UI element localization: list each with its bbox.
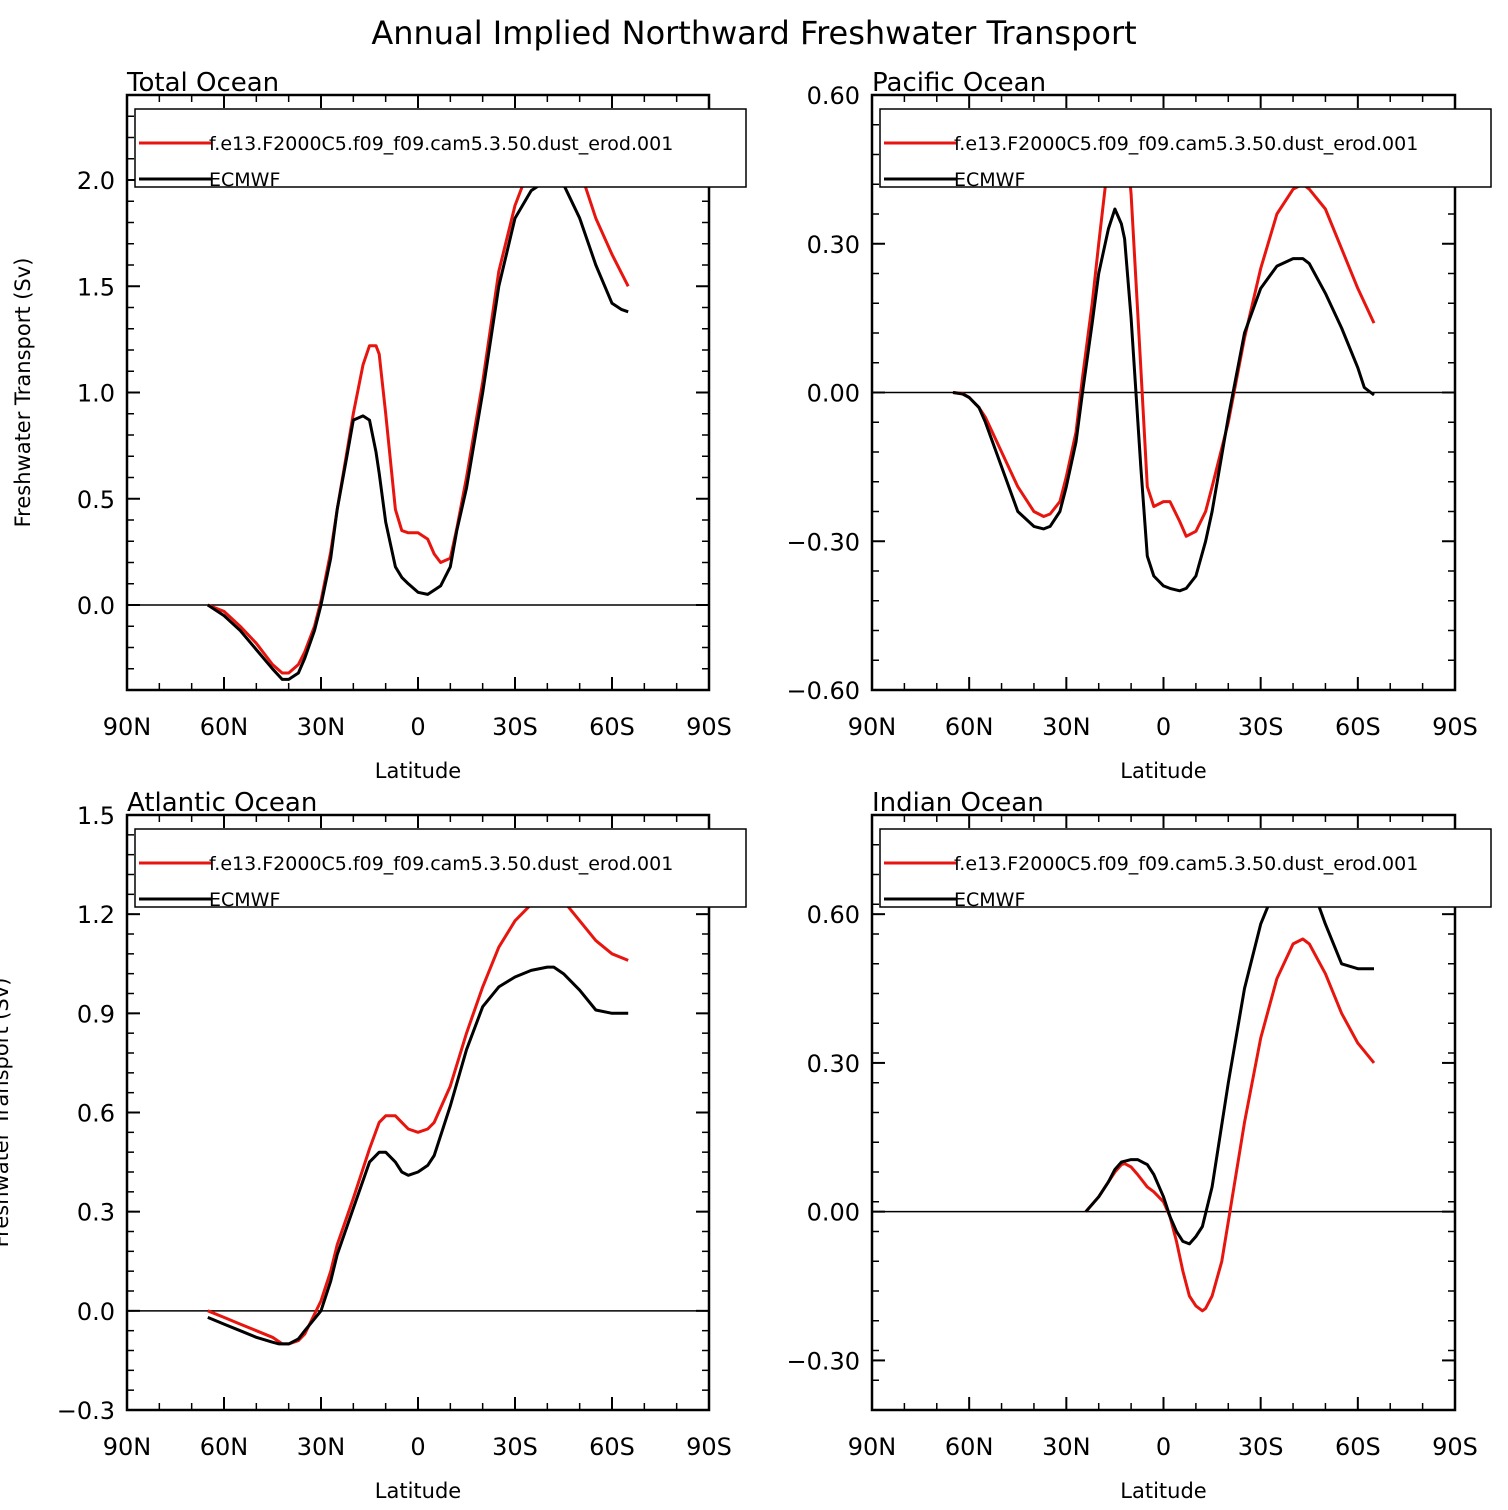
panel-title: Pacific Ocean (872, 68, 1046, 98)
legend-label: ECMWF (954, 889, 1025, 911)
legend-label: f.e13.F2000C5.f09_f09.cam5.3.50.dust_ero… (954, 133, 1418, 155)
panel-title: Indian Ocean (872, 788, 1044, 818)
legend: f.e13.F2000C5.f09_f09.cam5.3.50.dust_ero… (879, 828, 1492, 911)
x-tick-label: 60S (1335, 1433, 1381, 1461)
indian-ocean-panel: Indian Ocean 90N 60N 30N 0 30S 60S 90S −0.30 0.00… (786, 788, 1492, 1503)
x-tick-label: 90S (686, 713, 732, 741)
legend: f.e13.F2000C5.f09_f09.cam5.3.50.dust_ero… (134, 828, 747, 911)
x-tick-label: 60S (589, 713, 635, 741)
legend-label: ECMWF (954, 169, 1025, 191)
y-tick-label: 0.3 (77, 1199, 115, 1227)
ecmwf-series-line (1084, 863, 1374, 1246)
y-tick-label: 0.9 (77, 1000, 115, 1028)
legend-label: ECMWF (209, 889, 280, 911)
series-group (952, 113, 1376, 593)
atlantic-ocean-panel: Atlantic Ocean 90N 60N 30N 0 30S 60S 90S −0.3 0.0… (0, 788, 747, 1503)
legend: f.e13.F2000C5.f09_f09.cam5.3.50.dust_ero… (134, 108, 747, 191)
y-tick-label: 0.60 (807, 82, 860, 110)
y-tick-label: 0.00 (807, 380, 860, 408)
y-tick-label: −0.3 (57, 1397, 115, 1425)
panel-title: Total Ocean (126, 68, 279, 98)
model-series-line (1084, 937, 1376, 1313)
ecmwf-series-line (207, 965, 629, 1346)
x-tick-label: 60N (945, 713, 994, 741)
x-tick-label: 30S (1238, 713, 1284, 741)
x-tick-label: 30S (492, 713, 538, 741)
x-axis-label: Latitude (1120, 1479, 1206, 1503)
y-tick-label: −0.30 (786, 528, 860, 556)
legend-box (879, 108, 1492, 188)
y-tick-label: 0.6 (77, 1100, 115, 1128)
x-tick-label: 30N (1042, 1433, 1091, 1461)
series-group (207, 892, 629, 1346)
x-tick-label: 30S (492, 1433, 538, 1461)
legend: f.e13.F2000C5.f09_f09.cam5.3.50.dust_ero… (879, 108, 1492, 191)
x-tick-label: 30N (297, 713, 346, 741)
x-tick-label: 90N (848, 713, 897, 741)
x-tick-label: 0 (410, 713, 425, 741)
y-axis-label: Freshwater Transport (Sv) (11, 258, 35, 528)
x-tick-label: 90N (103, 1433, 152, 1461)
legend-label: ECMWF (209, 169, 280, 191)
y-tick-label: 0.30 (807, 231, 860, 259)
x-tick-label: 60N (945, 1433, 994, 1461)
x-axis-label: Latitude (375, 759, 461, 783)
y-tick-label: 0.60 (807, 901, 860, 929)
y-tick-label: 0.30 (807, 1050, 860, 1078)
panel-title: Atlantic Ocean (127, 788, 317, 818)
legend-box (879, 828, 1492, 908)
x-tick-label: 30S (1238, 1433, 1284, 1461)
y-tick-label: 0.0 (77, 592, 115, 620)
x-tick-label: 60N (200, 1433, 249, 1461)
y-tick-label: 2.0 (77, 167, 115, 195)
x-tick-label: 60S (1335, 713, 1381, 741)
series-group (206, 133, 630, 681)
pacific-ocean-panel: Pacific Ocean 90N 60N 30N 0 30S 60S 90S −0.60 −0.… (786, 68, 1492, 783)
x-tick-label: 30N (1042, 713, 1091, 741)
y-tick-label: 0.00 (807, 1199, 860, 1227)
legend-box (134, 108, 747, 188)
model-series-line (952, 113, 1376, 538)
x-axis-label: Latitude (375, 1479, 461, 1503)
y-tick-label: 0.0 (77, 1298, 115, 1326)
x-tick-label: 90N (848, 1433, 897, 1461)
series-group (1084, 863, 1376, 1313)
x-tick-label: 90S (1432, 1433, 1478, 1461)
y-axis-label: Freshwater Transport (Sv) (0, 978, 13, 1248)
x-tick-label: 60N (200, 713, 249, 741)
y-tick-label: 1.0 (77, 380, 115, 408)
legend-box (134, 828, 747, 908)
model-series-line (207, 892, 629, 1346)
legend-label: f.e13.F2000C5.f09_f09.cam5.3.50.dust_ero… (954, 853, 1418, 875)
x-tick-label: 0 (1156, 713, 1171, 741)
x-tick-label: 0 (410, 1433, 425, 1461)
y-tick-label: 1.5 (77, 802, 115, 830)
y-tick-label: −0.60 (786, 677, 860, 705)
legend-label: f.e13.F2000C5.f09_f09.cam5.3.50.dust_ero… (209, 853, 673, 875)
x-tick-label: 90S (1432, 713, 1478, 741)
ecmwf-series-line (952, 207, 1375, 593)
figure-title: Annual Implied Northward Freshwater Tran… (371, 14, 1136, 52)
total-ocean-panel: Total Ocean 90N 60N 30N 0 30S 60S 90S 0.0 0.5 1.0 1… (11, 68, 747, 783)
x-tick-label: 0 (1156, 1433, 1171, 1461)
y-tick-label: 1.5 (77, 273, 115, 301)
x-tick-label: 90N (103, 713, 152, 741)
y-tick-label: 1.2 (77, 901, 115, 929)
x-tick-label: 60S (589, 1433, 635, 1461)
x-tick-label: 90S (686, 1433, 732, 1461)
legend-label: f.e13.F2000C5.f09_f09.cam5.3.50.dust_ero… (209, 133, 673, 155)
x-axis-label: Latitude (1120, 759, 1206, 783)
x-tick-label: 30N (297, 1433, 346, 1461)
y-tick-label: 0.5 (77, 486, 115, 514)
y-tick-label: −0.30 (786, 1347, 860, 1375)
